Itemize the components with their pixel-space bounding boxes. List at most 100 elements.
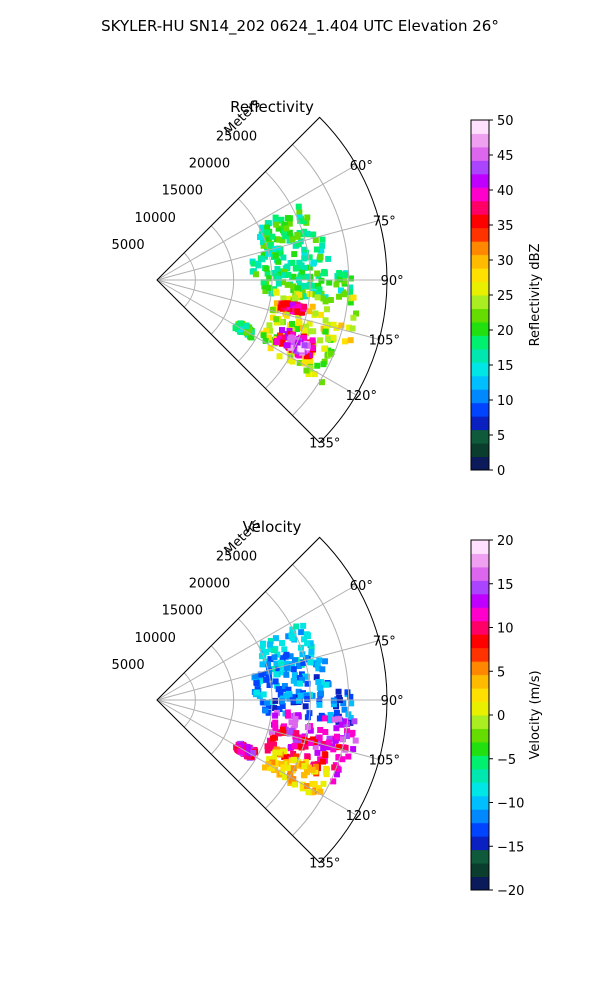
echo-cell: [310, 260, 317, 267]
echo-cell: [303, 353, 310, 360]
echo-cell: [344, 689, 351, 696]
echo-cell: [302, 703, 309, 710]
echo-cell: [347, 289, 354, 296]
echo-cell: [299, 269, 306, 276]
echo-cell: [265, 236, 272, 243]
echo-cell: [298, 262, 305, 269]
echo-cell: [277, 271, 284, 278]
echo-cell: [281, 646, 288, 653]
echo-cell: [312, 743, 319, 750]
echo-cell: [320, 780, 327, 787]
colorbar-label: Reflectivity dBZ: [528, 244, 543, 347]
echo-cell: [296, 320, 303, 327]
echo-cell: [304, 230, 311, 237]
colorbar-tick-label: 10: [497, 394, 514, 409]
echo-cell: [259, 645, 266, 652]
echo-cell: [330, 746, 337, 753]
echo-cell: [269, 233, 276, 240]
colorbar-segment: [471, 836, 489, 851]
echo-cell: [281, 268, 288, 275]
echo-cell: [280, 272, 287, 279]
echo-cell: [243, 323, 250, 330]
echo-cell: [289, 320, 296, 327]
azimuth-tick-label: 105°: [369, 754, 400, 769]
echo-cell: [294, 264, 301, 271]
echo-cell: [276, 749, 283, 756]
colorbar-segment: [471, 173, 489, 188]
echo-cell: [267, 646, 274, 653]
echo-cell: [260, 242, 267, 249]
colorbar-segment: [471, 295, 489, 309]
echo-cell: [263, 676, 270, 683]
colorbar-segment: [471, 281, 489, 296]
colorbar-tick-label: 30: [497, 254, 514, 269]
echo-cell: [300, 218, 307, 225]
echo-cell: [286, 695, 293, 702]
colorbar-segment: [471, 456, 489, 471]
echo-cell: [249, 268, 256, 275]
echo-cell: [280, 254, 287, 261]
echo-cell: [257, 233, 264, 240]
echo-cell: [343, 733, 350, 740]
echo-cell: [275, 686, 282, 693]
echo-cell: [342, 718, 349, 725]
echo-cell: [309, 344, 316, 351]
azimuth-line: [156, 164, 357, 281]
azimuth-tick-label: 60°: [350, 579, 373, 594]
echo-cell: [248, 334, 255, 341]
colorbar-segment: [471, 701, 489, 716]
echo-cell: [262, 764, 269, 771]
colorbar-segment: [471, 661, 489, 676]
echo-cell: [269, 336, 276, 343]
echo-cell: [266, 284, 273, 291]
echo-cell: [333, 733, 340, 740]
echo-cell: [272, 214, 279, 221]
echo-cell: [339, 756, 346, 763]
echo-cell: [265, 250, 272, 257]
echo-cell: [265, 661, 272, 668]
echo-cell: [298, 629, 305, 636]
echo-cell: [335, 744, 342, 751]
colorbar-segment: [471, 593, 489, 608]
echo-cell: [263, 265, 270, 272]
echo-cell: [322, 317, 329, 324]
echo-cell: [260, 691, 267, 698]
echo-cell: [271, 705, 278, 712]
echo-cell: [301, 252, 308, 259]
echo-cell: [306, 357, 313, 364]
echo-cell: [262, 707, 269, 714]
echo-cell: [297, 743, 304, 750]
echo-cell: [267, 641, 274, 648]
echo-cell: [299, 231, 306, 238]
azimuth-line: [156, 699, 357, 816]
echo-cell: [301, 303, 308, 310]
echo-cell: [273, 289, 280, 296]
echo-cell: [333, 709, 340, 716]
colorbar-segment: [471, 214, 489, 229]
echo-cell: [259, 224, 266, 231]
echo-cell: [323, 681, 330, 688]
echo-cell: [290, 630, 297, 637]
colorbar-tick-label: 0: [497, 709, 505, 724]
echo-cell: [279, 237, 286, 244]
echo-cell: [350, 314, 357, 321]
echo-cell: [288, 719, 295, 726]
echo-cell: [301, 255, 308, 262]
echo-cell: [266, 668, 273, 675]
echo-cell: [279, 640, 286, 647]
echo-cell: [309, 780, 316, 787]
echo-cell: [333, 771, 340, 778]
echo-cell: [314, 749, 321, 756]
echo-cell: [301, 763, 308, 770]
echo-cell: [262, 288, 269, 295]
azimuth-tick-label: 75°: [373, 214, 396, 229]
echo-cell: [264, 229, 271, 236]
echo-cell: [296, 303, 303, 310]
echo-cell: [332, 737, 339, 744]
echo-cell: [283, 664, 290, 671]
echo-cell: [328, 350, 335, 357]
colorbar-segment: [471, 620, 489, 635]
echo-cell: [335, 718, 342, 725]
echo-cell: [260, 699, 267, 706]
echo-cell: [338, 721, 345, 728]
